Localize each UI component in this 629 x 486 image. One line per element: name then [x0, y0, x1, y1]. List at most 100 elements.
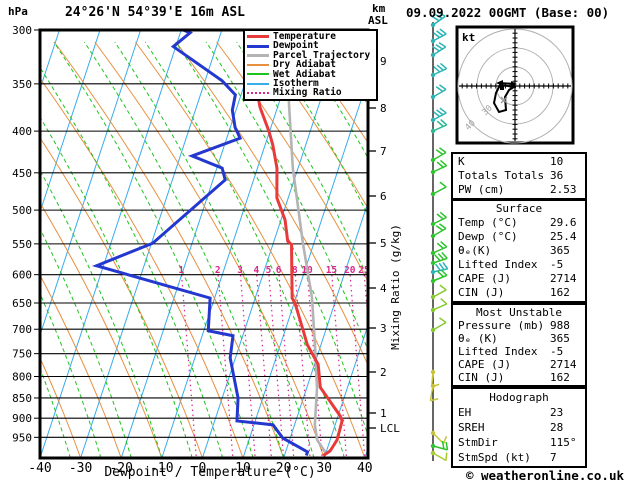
wind-barb: [430, 62, 448, 78]
mixing-ratio-label: 2: [215, 265, 221, 276]
stats-box-most-unstable: Most Unstable Pressure (mb) 988 θₑ (K) 365 Li…: [451, 303, 587, 387]
mixing-ratio-label: 1: [178, 265, 184, 276]
pressure-tick-labels: 300 350 400 450 500 550 600 650 700 750 800 850 900 9…: [12, 24, 40, 444]
isotherm-swatch-icon: [247, 82, 269, 85]
legend: Temperature Dewpoint Parcel Trajectory Dry …: [243, 29, 378, 101]
stat-row: StmDir 115°: [453, 435, 585, 450]
legend-item: Dewpoint: [247, 41, 374, 51]
alt-unit-km: km: [372, 2, 386, 15]
wind-barb: [430, 430, 448, 445]
legend-item: Mixing Ratio: [247, 87, 374, 99]
alt-unit-asl: ASL: [368, 14, 388, 27]
temperature-axis-label: Dewpoint / Temperature (°C): [104, 465, 316, 480]
copyright-footer: © weatheronline.co.uk: [465, 468, 624, 483]
temp-tick-labels: -40 -30 -20 -10 0 10 20 30 40: [28, 461, 372, 476]
pressure-tick-label: 400: [12, 125, 32, 138]
legend-label: Temperature: [273, 31, 336, 42]
mixing-ratio-axis-label: Mixing Ratio (g/kg): [389, 224, 402, 350]
stat-row: StmSpd (kt) 7: [453, 450, 585, 465]
wind-barb: [430, 28, 447, 44]
pressure-tick-label: 550: [12, 238, 32, 251]
hodograph-arrowhead-right: [511, 81, 517, 87]
run-date: 09.09.2022 00GMT (Base: 00): [406, 5, 610, 20]
wind-barb: [430, 251, 448, 266]
mixing-ratio-label: 3: [237, 265, 243, 276]
wind-barb: [430, 241, 448, 256]
pressure-tick-label: 650: [12, 297, 32, 310]
km-tick-label: 1: [380, 407, 387, 420]
stat-label: Lifted Index: [458, 345, 538, 358]
wind-barb: [429, 383, 439, 402]
wind-barb: [430, 119, 448, 134]
stat-label: CAPE (J): [458, 272, 511, 285]
mixing-ratio-label: 15: [326, 265, 338, 276]
dewpoint-swatch-icon: [247, 44, 269, 48]
stat-row: Lifted Index -5: [453, 345, 585, 358]
stat-value: -5: [550, 345, 564, 358]
pressure-unit-label: hPa: [8, 5, 28, 18]
stat-row: Dewp (°C) 25.4: [453, 230, 585, 244]
legend-label: Dry Adiabat: [273, 59, 336, 71]
stat-row: θₑ (K) 365: [453, 332, 585, 345]
stat-row: SREH 28: [453, 420, 585, 435]
km-tick-label: 2: [380, 366, 387, 379]
stat-row: PW (cm) 2.53: [453, 183, 585, 197]
stat-label: CIN (J): [458, 371, 505, 384]
hodograph-square-marker: [500, 86, 504, 90]
stat-label: StmSpd (kt): [458, 451, 531, 464]
stat-label: SREH: [458, 421, 485, 434]
stat-label: StmDir: [458, 436, 498, 449]
stats-box-title: Hodograph: [489, 391, 549, 404]
stat-row: Totals Totals 36: [453, 169, 585, 183]
pressure-tick-label: 900: [12, 412, 32, 425]
station-title: 24°26'N 54°39'E 16m ASL: [64, 5, 245, 20]
pressure-tick-label: 350: [12, 78, 32, 91]
km-tick-label: LCL: [380, 422, 400, 435]
stat-value: 2714: [550, 272, 577, 285]
wind-barb: [430, 298, 448, 313]
stat-row: Lifted Index -5: [453, 258, 585, 272]
mixing-ratio-label: 4: [253, 265, 259, 276]
stat-value: 115°: [550, 436, 577, 449]
legend-label: Wet Adiabat: [273, 68, 336, 80]
stat-value: 7: [550, 451, 557, 464]
stat-label: Pressure (mb): [458, 319, 545, 332]
stat-label: K: [458, 155, 465, 168]
wind-barb: [430, 181, 447, 197]
pressure-tick-label: 850: [12, 392, 32, 405]
pressure-tick-label: 450: [12, 167, 32, 180]
stat-value: 162: [550, 371, 570, 384]
dewpoint-line: [91, 30, 310, 456]
legend-label: Isotherm: [273, 78, 319, 90]
stat-label: CIN (J): [458, 286, 505, 299]
wind-barb: [430, 223, 447, 239]
wind-barb: [430, 84, 447, 100]
wind-barb: [430, 317, 447, 333]
pressure-tick-label: 500: [12, 204, 32, 217]
stat-label: EH: [458, 406, 472, 419]
pressure-tick-label: 950: [12, 431, 32, 444]
km-tick-label: 8: [380, 102, 387, 115]
wet-adiabat-swatch-icon: [247, 73, 269, 76]
stat-row: CIN (J) 162: [453, 371, 585, 384]
wind-barb: [430, 269, 448, 284]
stat-value: 365: [550, 244, 570, 257]
legend-label: Parcel Trajectory: [273, 49, 371, 61]
pressure-tick-label: 800: [12, 371, 32, 384]
stats-box-hodograph: Hodograph EH 23 SREH 28 StmDir 115° StmSpd (kt)…: [451, 387, 587, 468]
temp-tick-label: -20: [109, 461, 132, 476]
wind-barb: [430, 147, 447, 163]
temp-tick-label: -10: [150, 461, 173, 476]
legend-item: Wet Adiabat: [247, 68, 374, 80]
wind-barb: [430, 42, 447, 58]
legend-item: Temperature: [247, 32, 374, 41]
wind-barb: [430, 211, 447, 227]
stat-label: θₑ(K): [458, 244, 492, 257]
legend-label: Mixing Ratio: [273, 87, 342, 99]
temp-tick-label: 30: [316, 461, 332, 476]
wind-barb-column: [429, 11, 449, 462]
legend-item: Isotherm: [247, 79, 374, 88]
stat-row: CIN (J) 162: [453, 286, 585, 300]
temp-tick-label: 0: [198, 461, 206, 476]
